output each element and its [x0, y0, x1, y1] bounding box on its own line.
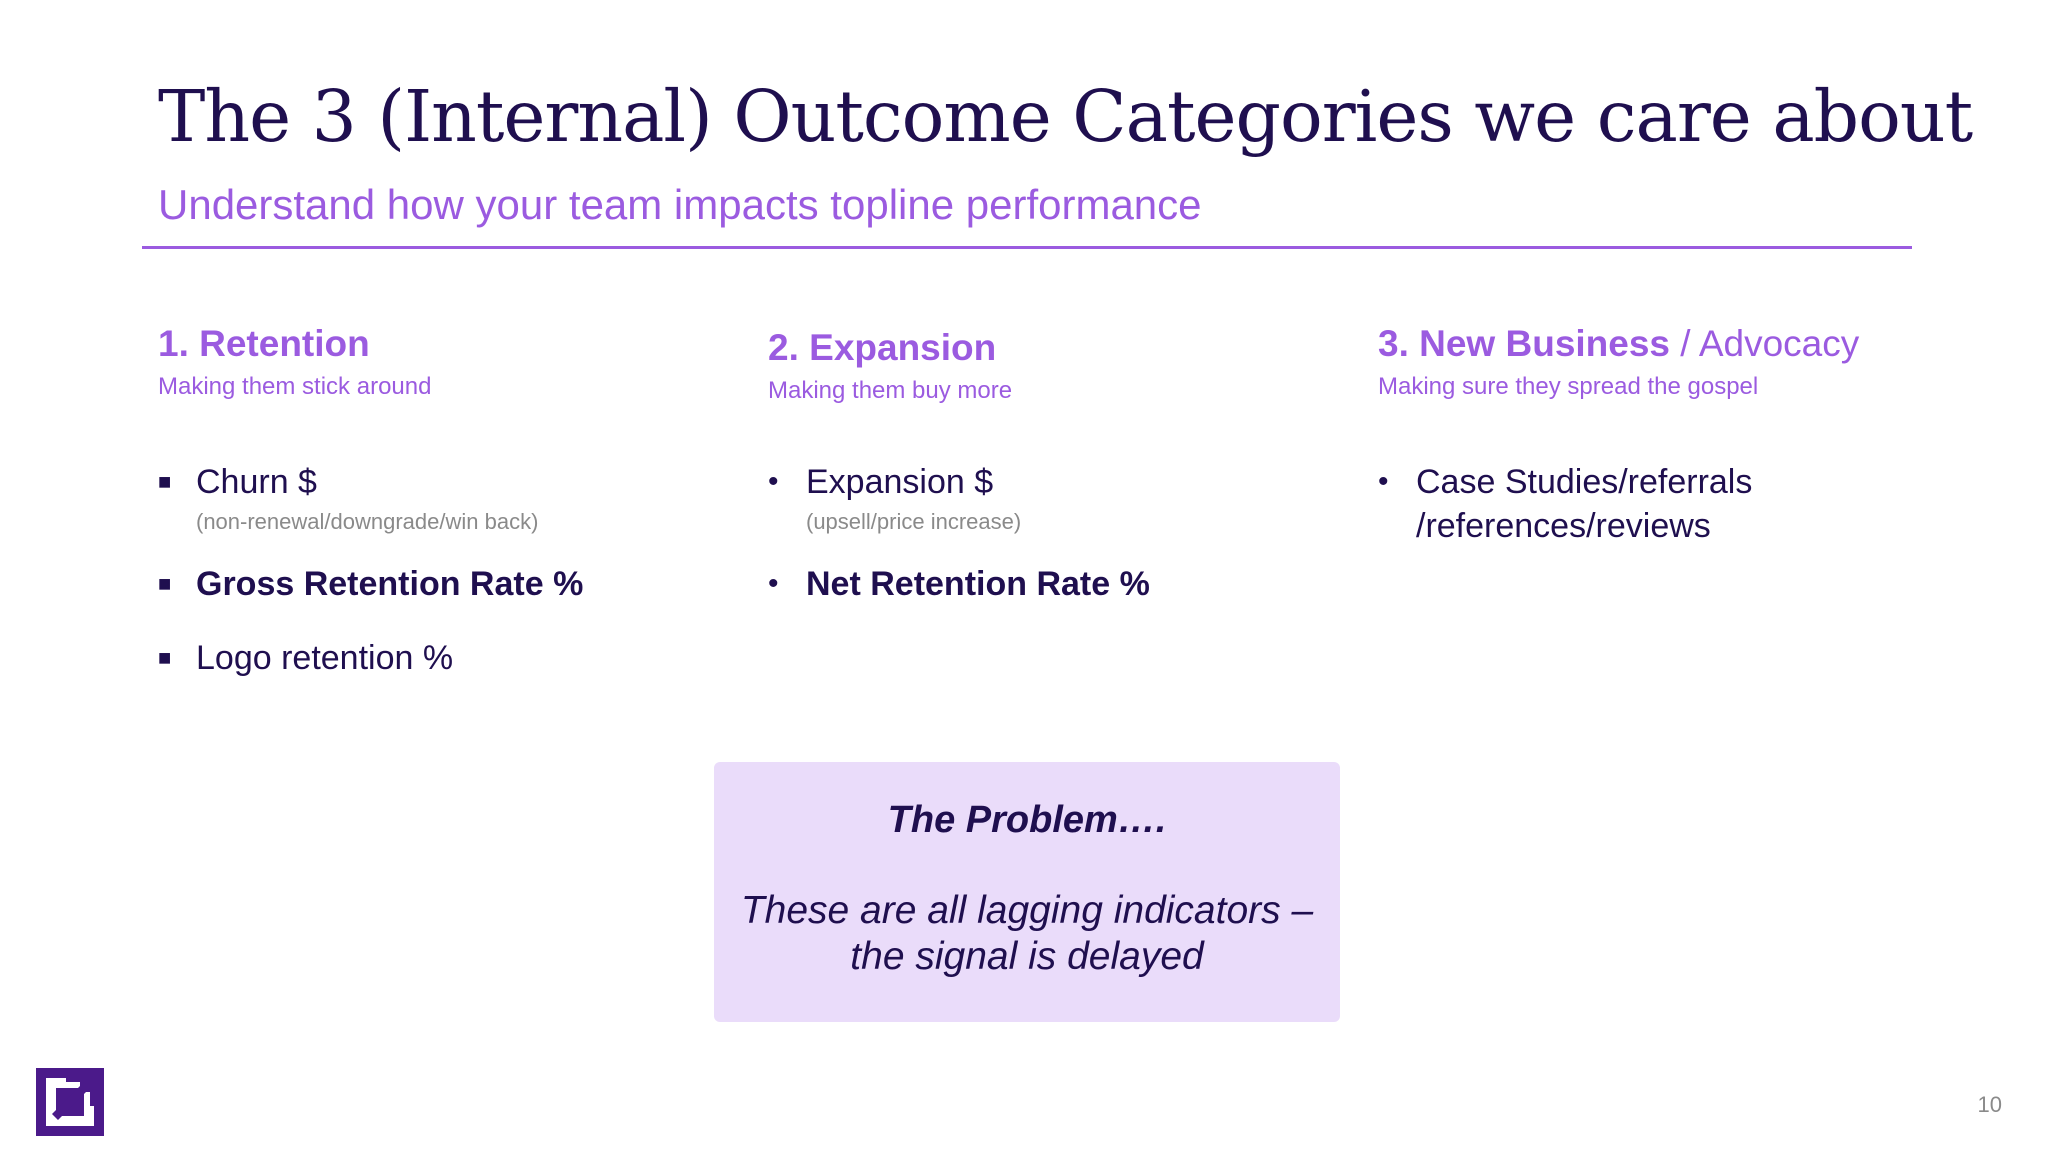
category-expansion: 2. Expansion Making them buy more • Expa… [768, 326, 1348, 603]
metric-list: • Expansion $ (upsell/price increase) • … [768, 460, 1150, 606]
list-item: • Net Retention Rate % [768, 562, 1150, 606]
slide-title: The 3 (Internal) Outcome Categories we c… [158, 75, 1973, 158]
category-new-business: 3. New Business / Advocacy Making sure t… [1378, 322, 1958, 545]
metric-note: (non-renewal/downgrade/win back) [196, 509, 539, 534]
square-bullet-icon: ■ [158, 469, 172, 494]
category-heading-light: / Advocacy [1670, 323, 1860, 364]
category-retention: 1. Retention Making them stick around ■ … [158, 322, 738, 677]
category-heading: 2. Expansion [768, 326, 1348, 370]
list-item: • Case Studies/referrals /references/rev… [1378, 460, 1836, 548]
category-heading-text: 3. New Business [1378, 323, 1671, 364]
slide-subtitle: Understand how your team impacts topline… [158, 181, 1202, 228]
page-number: 10 [1977, 1092, 2002, 1117]
metric-label: Net Retention Rate % [806, 565, 1150, 603]
category-heading-text: 1. Retention [158, 323, 370, 364]
dot-bullet-icon: • [768, 567, 779, 600]
category-heading: 3. New Business / Advocacy [1378, 322, 1958, 366]
metric-label: Expansion $ [806, 463, 994, 501]
category-heading: 1. Retention [158, 322, 738, 366]
list-item: ■ Gross Retention Rate % [158, 562, 583, 606]
list-item: ■ Churn $ (non-renewal/downgrade/win bac… [158, 460, 583, 536]
category-heading-text: 2. Expansion [768, 327, 997, 368]
metric-label: Churn $ [196, 463, 317, 501]
dot-bullet-icon: • [768, 465, 779, 498]
category-subheading: Making sure they spread the gospel [1378, 373, 1759, 400]
category-subheading: Making them stick around [158, 373, 432, 400]
category-subheading: Making them buy more [768, 377, 1013, 404]
problem-callout: The Problem…. These are all lagging indi… [714, 762, 1340, 1022]
problem-heading: The Problem…. [887, 799, 1167, 841]
list-item: • Expansion $ (upsell/price increase) [768, 460, 1150, 536]
dot-bullet-icon: • [1378, 465, 1389, 498]
metric-label: Logo retention % [196, 639, 454, 677]
metric-list: • Case Studies/referrals /references/rev… [1378, 460, 1836, 548]
square-bullet-icon: ■ [158, 571, 172, 596]
divider-rule [142, 246, 1912, 249]
arrow-square-logo-icon [36, 1068, 104, 1136]
metric-label: Case Studies/referrals /references/revie… [1416, 463, 1753, 545]
metric-label: Gross Retention Rate % [196, 565, 584, 603]
metric-list: ■ Churn $ (non-renewal/downgrade/win bac… [158, 460, 583, 680]
square-bullet-icon: ■ [158, 645, 172, 670]
list-item: ■ Logo retention % [158, 636, 583, 680]
problem-body: These are all lagging indicators – the s… [740, 889, 1314, 978]
metric-note: (upsell/price increase) [806, 509, 1022, 534]
